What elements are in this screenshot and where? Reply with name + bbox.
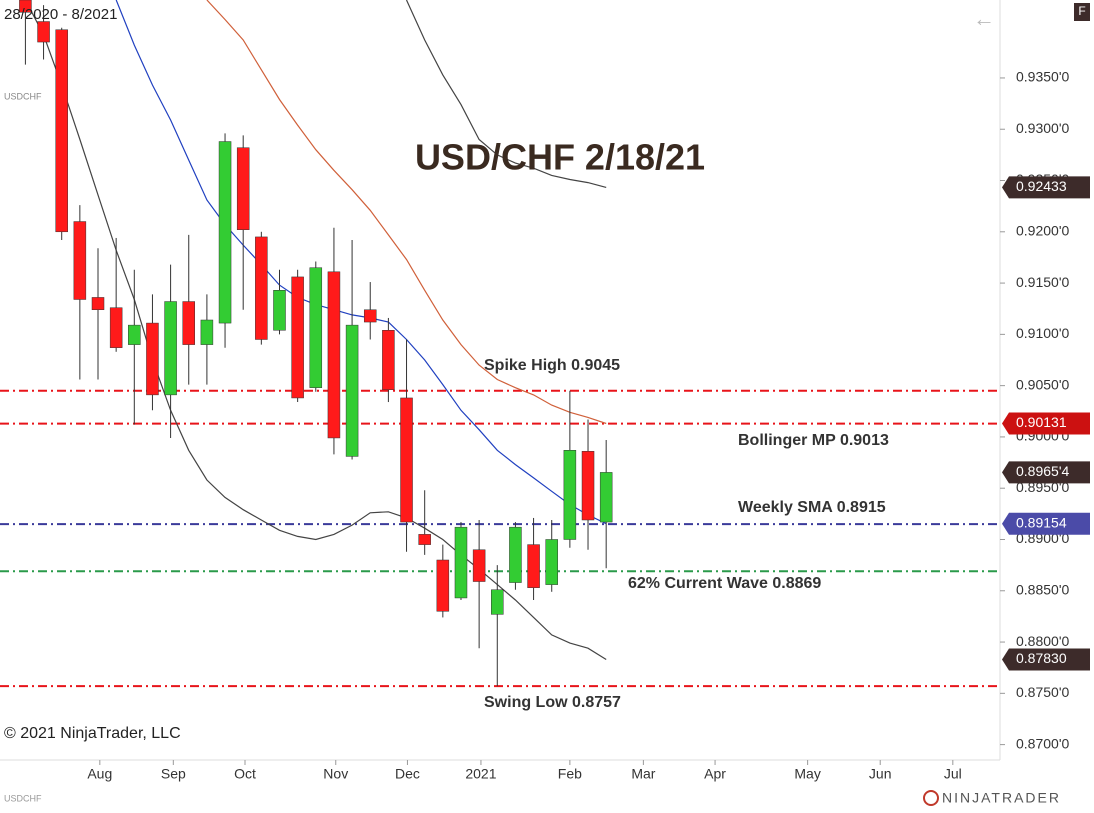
price-label: 0.90131 [1016,414,1067,430]
indicator-line [206,0,607,425]
y-tick-label: 0.9150'0 [1016,274,1069,290]
y-tick-label: 0.9100'0 [1016,325,1069,341]
price-label-box [1002,461,1090,484]
badge-box[interactable] [1074,3,1090,21]
candle-body [309,267,323,388]
x-tick-label: Mar [631,766,655,782]
price-label-box [1002,648,1090,671]
x-tick-label: Jun [869,766,892,782]
candle-body [581,451,595,521]
candle-body [345,324,359,457]
back-button[interactable]: ← [973,6,995,31]
indicator-line [405,0,607,188]
candle-body [418,534,431,545]
x-tick-label: Apr [704,766,726,782]
candle-body [400,397,413,523]
y-tick-label: 0.8850'0 [1016,581,1069,597]
level-annotation: Weekly SMA 0.8915 [738,499,886,516]
corner-symbol: USDCHF [4,793,42,803]
x-tick-label: Nov [323,766,348,782]
candle-body [37,21,50,43]
x-tick-label: Aug [87,766,112,782]
candle-body [472,549,486,582]
chart-title: USD/CHF 2/18/21 [415,137,705,178]
y-tick-label: 0.9300'0 [1016,120,1069,136]
candle-body [200,319,214,345]
x-tick-label: Sep [161,766,186,782]
candle-body [91,297,105,310]
price-label-box [1002,176,1090,199]
candle-body [19,0,32,13]
y-tick-label: 0.8700'0 [1016,735,1069,751]
x-tick-label: Oct [234,766,256,782]
symbol: USDCHF [4,91,42,101]
candle-body [146,322,159,396]
candle-body [563,450,577,540]
y-tick-label: 0.9200'0 [1016,222,1069,238]
candle-body [255,236,268,340]
x-tick-label: May [794,766,820,782]
date-range: 28/2020 - 8/2021 [4,6,117,23]
x-tick-label: 2021 [465,766,496,782]
indicator-line [115,0,607,525]
x-tick-label: Jul [944,766,962,782]
logo-icon [923,790,939,806]
y-tick-label: 0.9350'0 [1016,69,1069,85]
candle-body [109,307,123,348]
price-label: 0.87830 [1016,650,1067,666]
x-tick-label: Dec [395,766,420,782]
level-annotation: Bollinger MP 0.9013 [738,432,889,449]
candle-body [236,147,250,230]
candle-body [55,29,68,233]
price-label: 0.8965'4 [1016,463,1069,479]
candle-body [363,309,377,323]
level-annotation: Spike High 0.9045 [484,357,620,374]
indicator-line [24,0,607,661]
candle-body [509,526,522,583]
badge[interactable]: F [1078,4,1085,18]
plot-area [0,0,1000,688]
candle-body [545,539,558,585]
x-tick-label: Feb [558,766,582,782]
copyright: © 2021 NinjaTrader, LLC [4,725,181,742]
price-label-box [1002,412,1090,435]
candle-body [436,559,450,612]
candle-body [182,301,195,345]
candle-body [128,324,141,345]
candle-body [382,330,395,390]
price-label: 0.89154 [1016,514,1067,530]
candle-body [327,271,341,439]
candle-body [454,526,468,599]
y-tick-label: 0.8750'0 [1016,684,1069,700]
y-tick-label: 0.8800'0 [1016,633,1069,649]
candle-body [273,290,286,331]
candle-body [491,589,504,615]
y-tick-label: 0.9050'0 [1016,376,1069,392]
candle-body [73,221,87,300]
level-annotation: 62% Current Wave 0.8869 [628,575,821,592]
price-label: 0.92433 [1016,178,1067,194]
candle-body [599,472,613,523]
logo: NINJATRADER [942,790,1061,806]
level-annotation: Swing Low 0.8757 [484,694,621,711]
candle-body [527,544,540,588]
candle-body [291,276,304,399]
candle-body [164,301,177,396]
candle-body [218,141,232,324]
price-label-box [1002,512,1090,535]
